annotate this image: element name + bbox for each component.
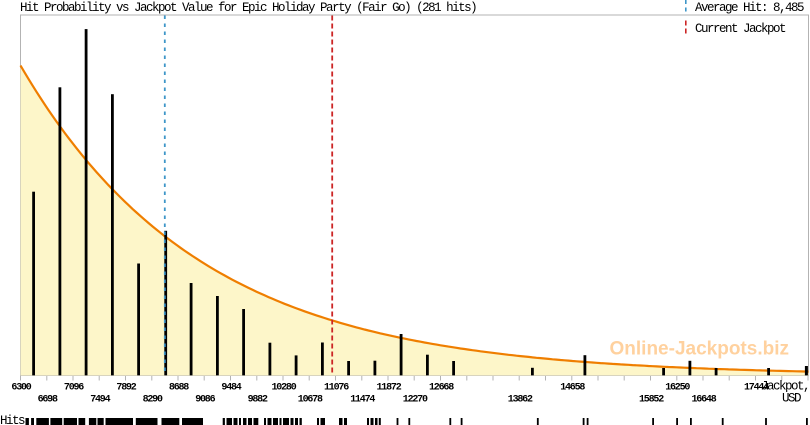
svg-text:11474: 11474 — [350, 395, 375, 406]
svg-text:Online-Jackpots.biz: Online-Jackpots.biz — [610, 339, 789, 360]
svg-text:Hit Probability vs Jackpot Val: Hit Probability vs Jackpot Value for Epi… — [20, 1, 476, 15]
svg-text:15852: 15852 — [639, 395, 664, 406]
svg-text:17444: 17444 — [744, 383, 769, 394]
svg-text:10280: 10280 — [271, 383, 296, 394]
svg-text:7096: 7096 — [64, 383, 84, 394]
svg-text:Hits: Hits — [0, 414, 25, 425]
svg-text:6300: 6300 — [11, 383, 31, 394]
svg-text:USD: USD — [782, 392, 801, 406]
svg-text:7494: 7494 — [90, 395, 110, 406]
svg-text:7892: 7892 — [116, 383, 136, 394]
svg-text:Jackpot,: Jackpot, — [761, 380, 809, 394]
svg-text:16648: 16648 — [691, 395, 716, 406]
svg-text:8290: 8290 — [143, 395, 163, 406]
svg-text:9484: 9484 — [221, 383, 241, 394]
svg-text:9086: 9086 — [195, 395, 215, 406]
svg-text:16250: 16250 — [665, 383, 690, 394]
svg-text:Current Jackpot: Current Jackpot — [695, 22, 786, 36]
svg-text:6698: 6698 — [38, 395, 58, 406]
svg-text:12668: 12668 — [429, 383, 454, 394]
svg-text:9882: 9882 — [248, 395, 268, 406]
svg-text:11872: 11872 — [376, 383, 401, 394]
svg-text:Average Hit: 8,485: Average Hit: 8,485 — [695, 1, 804, 15]
svg-text:13862: 13862 — [508, 395, 533, 406]
svg-text:8688: 8688 — [169, 383, 189, 394]
svg-text:12270: 12270 — [403, 395, 428, 406]
svg-text:11076: 11076 — [324, 383, 349, 394]
svg-text:10678: 10678 — [298, 395, 323, 406]
svg-text:14658: 14658 — [560, 383, 585, 394]
